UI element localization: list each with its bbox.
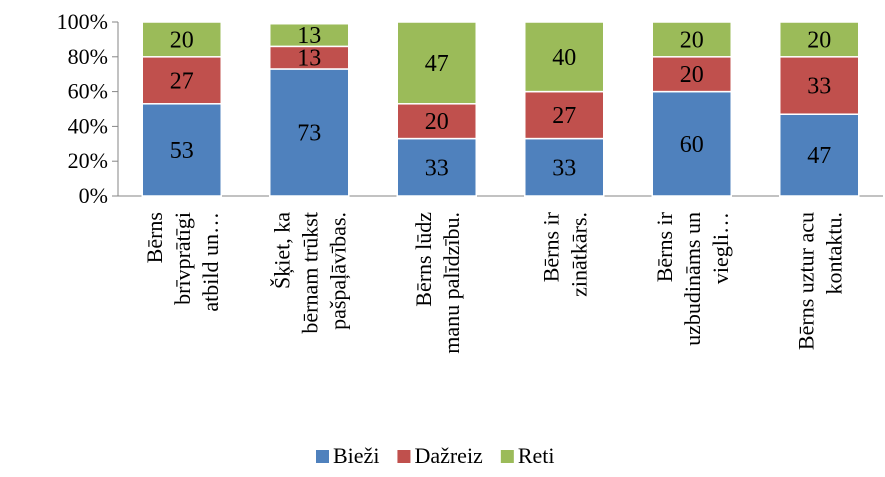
data-label: 60 xyxy=(680,132,704,158)
data-label: 33 xyxy=(425,155,449,181)
y-tick-label: 20% xyxy=(68,148,108,173)
category-labels: Bērns brīvprātīgi atbild un… Šķiet, ka bērna… xyxy=(142,211,847,353)
bar-segment-reti-2 xyxy=(269,22,350,48)
data-label: 13 xyxy=(297,23,321,49)
data-label: 20 xyxy=(680,62,704,88)
legend-label: Bieži xyxy=(333,443,379,468)
data-label: 27 xyxy=(170,68,194,94)
legend-swatch xyxy=(397,450,411,463)
bar-segment-bie-i-3 xyxy=(396,137,477,197)
bar-segment-bie-i-1 xyxy=(141,103,222,197)
data-label: 40 xyxy=(552,45,576,71)
bar-segment-reti-4 xyxy=(524,21,605,93)
bar-segment-reti-5 xyxy=(651,21,732,58)
legend: Bieži Dažreiz Reti xyxy=(316,443,555,468)
legend-label: Dažreiz xyxy=(414,443,483,468)
bar-segment-reti-3 xyxy=(396,21,477,105)
y-tick-label: 80% xyxy=(68,44,108,69)
bar-segment-reti-6 xyxy=(779,21,860,58)
category-label-5: Bērns ir uzbudināms un viegli… xyxy=(652,211,733,346)
data-label: 33 xyxy=(552,155,576,181)
data-label: 53 xyxy=(170,138,194,164)
category-label-2: Šķiet, ka bērnam trūkst pašpaļāvības. xyxy=(269,212,350,334)
bar-segment-da-reiz-6 xyxy=(779,56,860,115)
y-tick-label: 100% xyxy=(57,9,108,34)
bar-segment-reti-1 xyxy=(141,21,222,58)
legend-label: Reti xyxy=(518,443,555,468)
bar-segment-bie-i-2 xyxy=(269,68,350,197)
y-axis: 0% 20% 40% 60% 80% 100% xyxy=(57,9,883,208)
y-tick-label: 0% xyxy=(79,183,108,208)
bar-segment-bie-i-6 xyxy=(779,113,860,197)
data-label: 20 xyxy=(680,27,704,53)
bar-segment-bie-i-5 xyxy=(651,90,732,197)
data-label: 47 xyxy=(425,51,449,77)
data-label: 47 xyxy=(807,143,831,169)
data-label: 20 xyxy=(425,109,449,135)
category-label-3: Bērns lūdz manu palīdzību. xyxy=(411,212,464,354)
data-label: 13 xyxy=(297,46,321,72)
data-label: 73 xyxy=(297,120,321,146)
legend-swatch xyxy=(500,450,514,463)
y-tick-label: 40% xyxy=(68,113,108,138)
bar-segment-da-reiz-1 xyxy=(141,56,222,105)
data-label: 33 xyxy=(807,74,831,100)
data-label: 20 xyxy=(807,27,831,53)
bar-segment-da-reiz-4 xyxy=(524,90,605,140)
legend-swatch xyxy=(316,450,329,463)
bar-segment-bie-i-4 xyxy=(524,137,605,197)
category-label-1: Bērns brīvprātīgi atbild un… xyxy=(142,212,223,312)
category-label-4: Bērns ir zinātkārs. xyxy=(538,211,591,297)
data-label: 27 xyxy=(552,103,576,129)
y-tick-label: 60% xyxy=(68,79,108,104)
data-label: 20 xyxy=(170,27,194,53)
category-label-6: Bērns uztur acu kontaktu. xyxy=(793,212,846,350)
